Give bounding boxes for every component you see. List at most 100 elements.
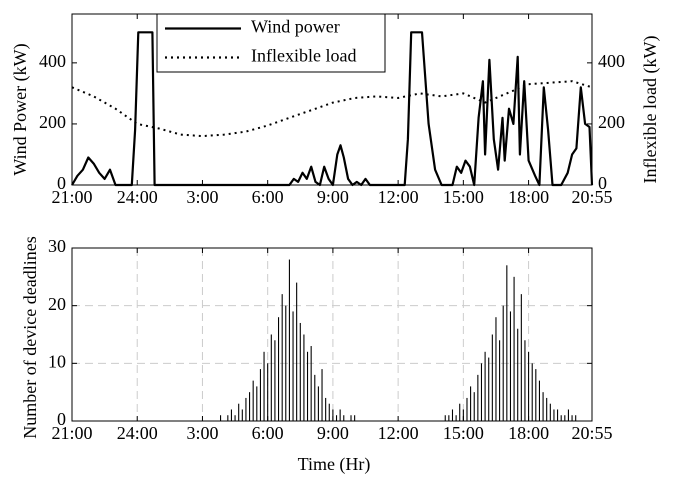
y-tick-label: 30	[48, 236, 66, 256]
bar	[557, 409, 559, 421]
bar	[506, 265, 508, 421]
bar	[335, 415, 338, 421]
bar	[564, 415, 566, 421]
bar	[549, 403, 551, 421]
bar	[267, 363, 269, 421]
bar	[259, 369, 261, 421]
x-tick-label: 15:00	[443, 423, 484, 443]
y2-tick-label: 0	[598, 173, 607, 193]
bar	[444, 415, 446, 421]
x-tick-label: 24:00	[117, 187, 158, 207]
x-tick-label: 3:00	[186, 187, 218, 207]
bar	[575, 415, 577, 421]
bar	[567, 409, 569, 421]
bar	[281, 294, 283, 421]
bar	[528, 351, 530, 421]
bar	[317, 386, 319, 421]
bar	[524, 340, 526, 421]
y-tick-label: 200	[39, 112, 66, 132]
bar	[546, 397, 548, 421]
bar	[252, 380, 254, 421]
bar	[531, 363, 533, 421]
bar	[477, 374, 479, 421]
bar	[499, 340, 501, 421]
bar	[354, 415, 356, 421]
bar	[310, 346, 312, 421]
bar	[571, 415, 573, 421]
bar	[299, 322, 301, 421]
legend-box	[156, 13, 386, 73]
x-tick-label: 12:00	[378, 187, 419, 207]
bar	[553, 409, 555, 421]
bar	[306, 351, 309, 421]
y-axis-label: Number of device deadlines	[20, 236, 40, 438]
bar	[343, 415, 345, 421]
bar	[509, 311, 512, 421]
bar	[459, 403, 461, 421]
bar	[470, 386, 472, 421]
bar	[560, 415, 562, 421]
bar	[278, 317, 280, 421]
bar	[491, 334, 493, 421]
bar	[332, 409, 334, 421]
bar	[234, 415, 236, 421]
x-tick-label: 18:00	[508, 187, 549, 207]
bar	[263, 351, 265, 421]
y2-tick-label: 200	[598, 112, 625, 132]
y-axis-label: Wind Power (kW)	[10, 43, 31, 175]
bar	[448, 415, 450, 421]
bar	[339, 409, 341, 421]
bar	[502, 305, 504, 421]
bar	[325, 397, 327, 421]
x-tick-label: 12:00	[378, 423, 419, 443]
x-tick-label: 20:55	[571, 423, 612, 443]
bar	[245, 397, 247, 421]
bar	[303, 334, 305, 421]
x-tick-label: 21:00	[51, 423, 92, 443]
legend-label: Wind power	[251, 17, 340, 37]
x-tick-label: 9:00	[317, 187, 349, 207]
bar	[256, 386, 258, 421]
bar	[484, 351, 486, 421]
y-tick-label: 20	[48, 294, 66, 314]
bar	[350, 415, 352, 421]
x-tick-label: 20:55	[571, 187, 612, 207]
legend-label: Inflexible load	[251, 46, 356, 66]
bar	[220, 415, 222, 421]
bar	[249, 392, 251, 421]
line-series	[71, 80, 593, 138]
bar	[321, 369, 323, 421]
y2-tick-label: 400	[598, 51, 625, 71]
bar	[455, 415, 457, 421]
x-tick-label: 24:00	[117, 423, 158, 443]
y-tick-label: 400	[39, 51, 66, 71]
bar	[451, 409, 454, 421]
x-axis-label: Time (Hr)	[298, 454, 371, 475]
x-tick-label: 3:00	[186, 423, 218, 443]
bar	[513, 276, 515, 421]
bar	[292, 311, 294, 421]
bar	[495, 317, 497, 421]
bar	[227, 415, 229, 421]
bar	[538, 380, 540, 421]
bar	[535, 369, 537, 421]
y2-axis-label: Inflexible load (kW)	[640, 36, 661, 184]
y-tick-label: 0	[57, 173, 66, 193]
y-tick-label: 10	[48, 351, 66, 371]
x-tick-label: 6:00	[252, 423, 284, 443]
bar	[288, 259, 290, 421]
x-tick-label: 18:00	[508, 423, 549, 443]
x-tick-label: 21:00	[51, 187, 92, 207]
bar	[296, 282, 298, 421]
bar	[462, 409, 464, 421]
line-series	[71, 31, 594, 187]
bar	[328, 403, 330, 421]
bar	[488, 357, 490, 421]
bar	[466, 397, 468, 421]
x-tick-label: 9:00	[317, 423, 349, 443]
bar	[520, 294, 522, 421]
x-tick-label: 6:00	[252, 187, 284, 207]
bar	[480, 363, 483, 421]
y-tick-label: 0	[57, 409, 66, 429]
